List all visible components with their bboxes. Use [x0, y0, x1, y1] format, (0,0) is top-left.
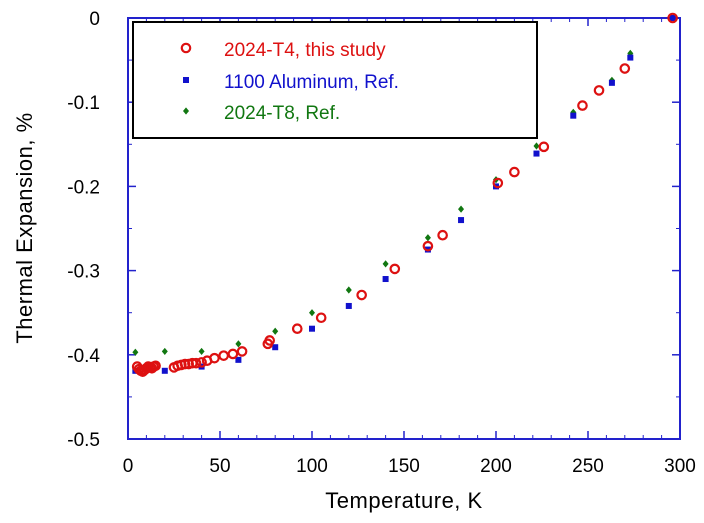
y-tick-label: -0.5	[67, 430, 100, 451]
data-point	[627, 49, 634, 57]
data-point	[533, 142, 540, 150]
data-point	[236, 346, 248, 357]
data-point	[272, 344, 279, 351]
data-point	[198, 347, 205, 356]
data-point	[627, 54, 634, 61]
data-point	[291, 323, 303, 334]
x-tick-label: 0	[123, 456, 134, 477]
legend-label-2024-t4: 2024-T4, this study	[224, 40, 386, 61]
data-point	[356, 289, 367, 301]
data-point	[235, 340, 242, 348]
data-point	[309, 309, 315, 317]
data-point	[209, 352, 220, 364]
x-tick-label: 200	[480, 456, 512, 477]
data-point	[437, 229, 448, 241]
x-tick-label: 300	[664, 456, 696, 477]
data-point	[218, 350, 229, 361]
data-point	[570, 112, 577, 119]
legend-symbol-0	[180, 42, 192, 54]
series-2-points	[132, 49, 634, 356]
data-point	[382, 276, 389, 283]
data-point	[619, 63, 631, 74]
y-tick-label: -0.2	[67, 177, 100, 198]
data-point	[272, 327, 279, 335]
data-point	[608, 79, 615, 86]
x-tick-labels: 0 50 100 150 200 250 300	[123, 456, 696, 477]
data-point	[538, 141, 550, 153]
legend-symbols	[180, 42, 192, 115]
legend-label-1100-aluminum: 1100 Aluminum, Ref.	[224, 72, 399, 93]
x-tick-label: 150	[388, 456, 420, 477]
data-point	[593, 85, 605, 96]
data-point	[150, 360, 161, 372]
x-tick-label: 50	[209, 456, 230, 477]
data-point	[227, 348, 239, 360]
data-point	[132, 348, 139, 356]
data-point	[190, 357, 202, 369]
y-axis-title: Thermal Expansion, %	[12, 112, 37, 343]
data-point	[492, 177, 504, 189]
data-point	[264, 335, 275, 346]
data-point	[389, 263, 401, 275]
legend: 2024-T4, this study 1100 Aluminum, Ref. …	[132, 21, 538, 139]
x-tick-label: 100	[296, 456, 328, 477]
data-point	[235, 356, 242, 363]
data-point	[422, 240, 434, 252]
x-tick-label: 250	[572, 456, 604, 477]
data-point	[509, 166, 520, 178]
data-point	[315, 312, 327, 324]
data-point	[309, 325, 315, 332]
data-point	[161, 367, 168, 374]
data-point	[161, 347, 168, 356]
y-tick-label: 0	[89, 9, 100, 30]
data-point	[577, 100, 588, 111]
x-axis-title: Temperature, K	[325, 488, 482, 513]
data-point	[669, 15, 676, 21]
legend-label-2024-t8: 2024-T8, Ref.	[224, 103, 340, 124]
y-tick-label: -0.1	[67, 93, 100, 114]
data-point	[196, 357, 207, 368]
data-points	[131, 12, 678, 377]
series-0-points	[131, 12, 678, 377]
data-point	[458, 217, 465, 224]
data-point	[533, 150, 540, 157]
data-point	[382, 260, 389, 268]
legend-box	[132, 21, 538, 139]
legend-symbol-1	[183, 77, 189, 83]
data-point	[345, 302, 352, 309]
y-tick-label: -0.4	[67, 346, 100, 367]
data-point	[345, 286, 352, 294]
data-point	[570, 108, 577, 116]
y-tick-labels: 0 -0.1 -0.2 -0.3 -0.4 -0.5	[67, 9, 100, 451]
legend-symbol-2	[183, 107, 189, 115]
data-point	[667, 12, 678, 24]
data-point	[424, 234, 431, 242]
data-point	[458, 205, 465, 213]
y-tick-label: -0.3	[67, 262, 100, 283]
